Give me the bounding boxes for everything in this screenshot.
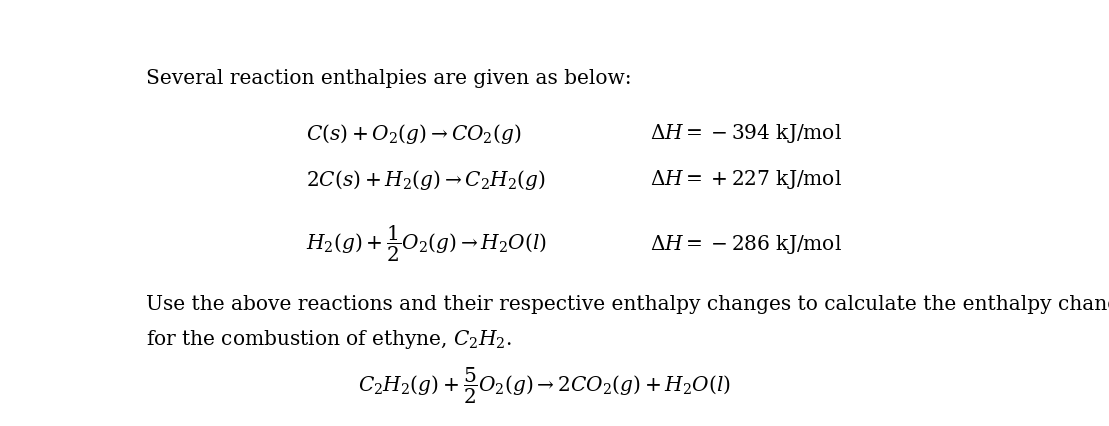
Text: Use the above reactions and their respective enthalpy changes to calculate the e: Use the above reactions and their respec… xyxy=(145,296,1109,314)
Text: Several reaction enthalpies are given as below:: Several reaction enthalpies are given as… xyxy=(145,69,631,88)
Text: $2C(s)+H_2(g)\rightarrow C_2H_2(g)$: $2C(s)+H_2(g)\rightarrow C_2H_2(g)$ xyxy=(306,167,546,192)
Text: $H_2(g)+\dfrac{1}{2}O_2(g)\rightarrow H_2O(l)$: $H_2(g)+\dfrac{1}{2}O_2(g)\rightarrow H_… xyxy=(306,223,547,264)
Text: $C(s)+O_2(g)\rightarrow CO_2(g)$: $C(s)+O_2(g)\rightarrow CO_2(g)$ xyxy=(306,122,521,146)
Text: $\Delta H = -286\ \mathrm{kJ/mol}$: $\Delta H = -286\ \mathrm{kJ/mol}$ xyxy=(650,233,842,256)
Text: $\Delta H = +227\ \mathrm{kJ/mol}$: $\Delta H = +227\ \mathrm{kJ/mol}$ xyxy=(650,167,842,190)
Text: for the combustion of ethyne, $C_2H_2$.: for the combustion of ethyne, $C_2H_2$. xyxy=(145,328,511,351)
Text: $\Delta H = -394\ \mathrm{kJ/mol}$: $\Delta H = -394\ \mathrm{kJ/mol}$ xyxy=(650,122,842,145)
Text: $C_2H_2(g)+\dfrac{5}{2}O_2(g)\rightarrow 2CO_2(g)+H_2O(l)$: $C_2H_2(g)+\dfrac{5}{2}O_2(g)\rightarrow… xyxy=(358,366,731,406)
